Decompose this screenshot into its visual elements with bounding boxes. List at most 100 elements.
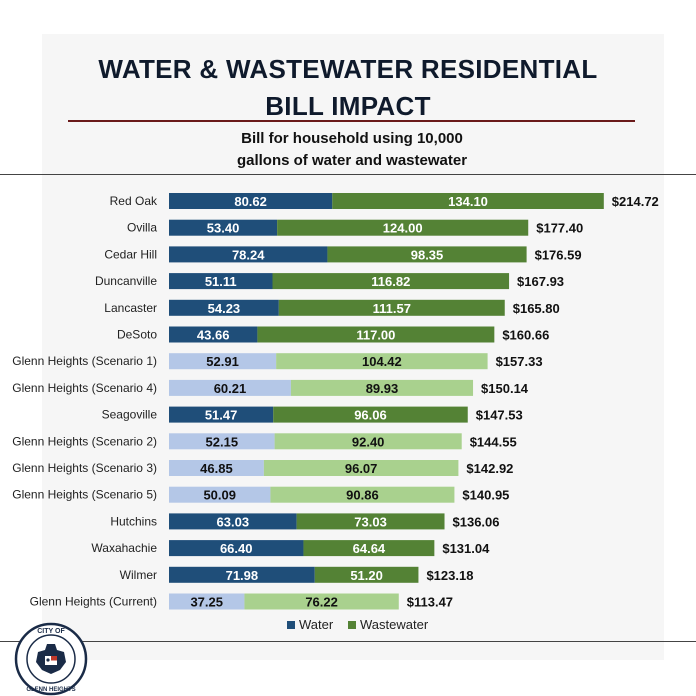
svg-text:GLENN HEIGHTS: GLENN HEIGHTS [26,687,75,693]
city-seal-logo: CITY OF GLENN HEIGHTS [14,622,88,696]
category-label: Cedar Hill [104,247,157,261]
water-value-label: 52.91 [206,354,239,369]
category-label: Seagoville [102,408,158,422]
water-bar [169,299,279,316]
wastewater-bar [257,326,495,343]
water-bar [169,566,315,583]
legend-wastewater-label: Wastewater [360,617,429,632]
water-bar [169,513,297,530]
wastewater-bar [327,246,527,263]
total-label: $160.66 [502,328,549,343]
wastewater-bar [273,406,468,423]
wastewater-value-label: 104.42 [362,354,402,369]
wastewater-value-label: 116.82 [371,274,410,289]
category-label: Ovilla [127,221,157,235]
wastewater-value-label: 89.93 [366,381,399,396]
total-label: $113.47 [407,595,453,610]
wastewater-value-label: 134.10 [448,194,488,209]
total-label: $136.06 [453,514,500,529]
water-bar [169,379,291,396]
wastewater-bar [276,353,488,370]
wastewater-value-label: 96.07 [345,461,378,476]
category-label: Duncanville [95,274,157,288]
water-value-label: 53.40 [207,221,240,236]
water-bar [169,219,278,236]
category-label: Glenn Heights (Scenario 2) [12,434,157,448]
water-bar [169,460,264,476]
category-label: Glenn Heights (Current) [30,595,157,609]
water-value-label: 51.47 [205,408,238,423]
water-value-label: 80.62 [234,194,267,209]
wastewater-value-label: 92.40 [352,434,385,449]
water-value-label: 51.11 [205,274,237,289]
water-value-label: 60.21 [214,381,247,396]
total-label: $167.93 [517,274,564,289]
category-label: Glenn Heights (Scenario 5) [12,488,157,502]
total-label: $165.80 [513,301,560,316]
water-bar [169,593,245,610]
wastewater-value-label: 124.00 [383,221,423,236]
water-value-label: 66.40 [220,541,253,556]
subtitle-line-1: Bill for household using 10,000 [241,130,463,147]
wastewater-value-label: 98.35 [411,247,444,262]
divider-top [0,174,696,175]
water-bar [169,433,275,450]
wastewater-value-label: 51.20 [350,568,383,583]
water-value-label: 46.85 [200,461,233,476]
category-label: Glenn Heights (Scenario 4) [12,381,157,395]
total-label: $140.95 [462,488,509,503]
svg-text:CITY OF: CITY OF [37,628,65,635]
category-label: Glenn Heights (Scenario 1) [12,354,157,368]
water-bar [169,353,277,370]
divider-bottom [0,641,696,642]
water-value-label: 78.24 [232,247,265,262]
water-bar [169,406,274,423]
water-bar [169,193,333,209]
wastewater-bar [272,273,510,290]
wastewater-value-label: 96.06 [354,408,387,423]
wastewater-value-label: 90.86 [346,488,379,503]
total-label: $176.59 [535,247,582,262]
water-bar [169,273,273,290]
wastewater-bar [244,593,399,610]
water-value-label: 52.15 [206,434,239,449]
water-value-label: 63.03 [217,514,250,529]
wastewater-value-label: 76.22 [305,595,338,610]
legend-wastewater-swatch [348,621,356,629]
title-line-2: BILL IMPACT [265,91,431,121]
title-underline [68,120,635,122]
wastewater-bar [290,379,474,396]
wastewater-bar [274,433,462,450]
total-label: $177.40 [536,221,583,236]
wastewater-bar [314,566,419,583]
category-label: DeSoto [117,328,157,342]
wastewater-value-label: 117.00 [356,328,395,343]
title-line-1: WATER & WASTEWATER RESIDENTIAL [98,54,598,84]
total-label: $142.92 [466,461,513,476]
water-bar [169,246,328,263]
total-label: $147.53 [476,408,523,423]
wastewater-bar [332,193,604,209]
category-label: Hutchins [110,514,157,528]
wastewater-value-label: 64.64 [353,541,386,556]
total-label: $144.55 [470,434,517,449]
total-label: $131.04 [442,541,490,556]
wastewater-bar [303,540,435,557]
total-label: $157.33 [496,354,543,369]
wastewater-bar [296,513,445,530]
water-value-label: 50.09 [203,488,236,503]
category-label: Lancaster [104,301,157,315]
subtitle-line-2: gallons of water and wastewater [236,152,468,169]
water-value-label: 37.25 [190,595,223,610]
wastewater-bar [263,460,459,476]
legend-water-label: Water [299,617,334,632]
wastewater-bar [278,299,505,316]
category-label: Glenn Heights (Scenario 3) [12,461,157,475]
water-value-label: 43.66 [197,328,230,343]
water-bar [169,540,304,557]
wastewater-value-label: 73.03 [354,514,387,529]
category-label: Wilmer [120,568,157,582]
water-bar [169,486,271,503]
wastewater-bar [270,486,455,503]
